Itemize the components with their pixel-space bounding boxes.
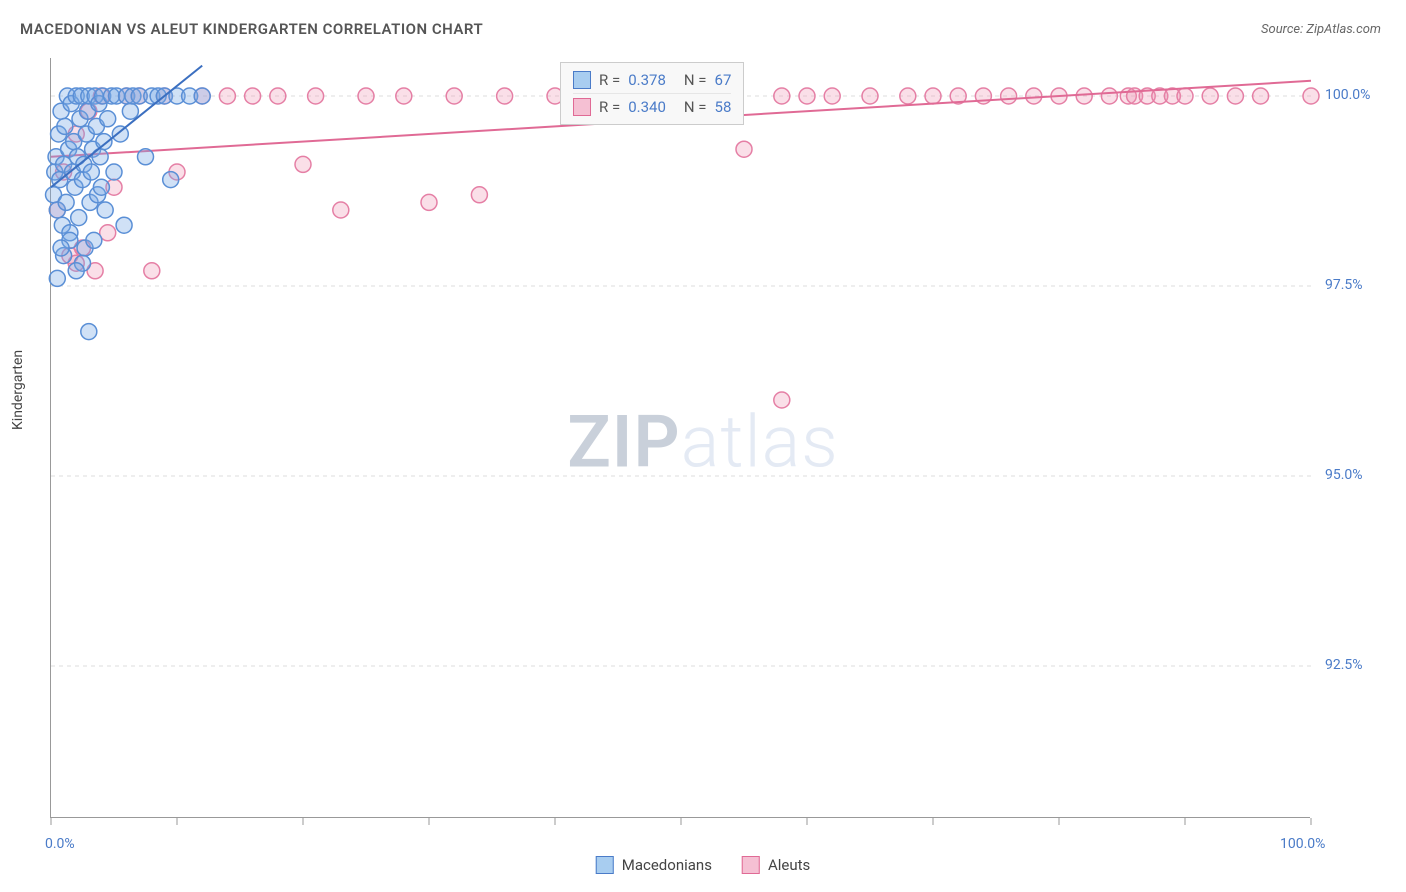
data-point (295, 156, 311, 172)
stat-legend-row: R = 0.340 N = 58 (573, 93, 731, 118)
x-tick-label: 0.0% (45, 836, 75, 852)
y-tick-label: 100.0% (1325, 87, 1370, 103)
data-point (97, 202, 113, 218)
data-point (1202, 88, 1218, 104)
x-tick-label: 100.0% (1280, 836, 1325, 852)
data-point (144, 263, 160, 279)
data-point (138, 149, 154, 165)
data-point (333, 202, 349, 218)
data-point (57, 118, 73, 134)
data-point (219, 88, 235, 104)
stat-legend-row: R = 0.378 N = 67 (573, 69, 731, 91)
data-point (194, 88, 210, 104)
data-point (71, 210, 87, 226)
legend-label: Aleuts (768, 856, 810, 874)
data-point (112, 126, 128, 142)
scatter-svg (51, 58, 1311, 818)
data-point (421, 194, 437, 210)
y-tick-label: 97.5% (1325, 277, 1363, 293)
data-point (53, 240, 69, 256)
data-point (1001, 88, 1017, 104)
data-point (100, 111, 116, 127)
stat-n-value: 58 (715, 98, 732, 116)
data-point (96, 134, 112, 150)
data-point (81, 324, 97, 340)
data-point (1253, 88, 1269, 104)
stat-legend: R = 0.378 N = 67 R = 0.340 N = 58 (560, 62, 744, 125)
data-point (471, 187, 487, 203)
y-tick-label: 92.5% (1325, 657, 1363, 673)
source-text: Source: ZipAtlas.com (1261, 22, 1381, 37)
data-point (774, 392, 790, 408)
data-point (49, 270, 65, 286)
data-point (497, 88, 513, 104)
plot-area (50, 58, 1310, 818)
legend-swatch (573, 71, 591, 89)
data-point (774, 88, 790, 104)
data-point (824, 88, 840, 104)
data-point (308, 88, 324, 104)
data-point (163, 172, 179, 188)
data-point (358, 88, 374, 104)
data-point (1177, 88, 1193, 104)
data-point (446, 88, 462, 104)
data-point (58, 194, 74, 210)
data-point (799, 88, 815, 104)
data-point (116, 217, 132, 233)
y-tick-label: 95.0% (1325, 467, 1363, 483)
data-point (1227, 88, 1243, 104)
data-point (68, 263, 84, 279)
data-point (396, 88, 412, 104)
legend-swatch (596, 856, 614, 874)
chart-title: MACEDONIAN VS ALEUT KINDERGARTEN CORRELA… (20, 20, 483, 38)
data-point (736, 141, 752, 157)
data-point (1303, 88, 1319, 104)
stat-n-label: N = (684, 98, 707, 116)
data-point (83, 164, 99, 180)
data-point (925, 88, 941, 104)
bottom-legend: Macedonians Aleuts (596, 856, 811, 874)
stat-r-value: 0.378 (628, 71, 666, 89)
data-point (1026, 88, 1042, 104)
legend-label: Macedonians (622, 856, 712, 874)
stat-n-value: 67 (715, 71, 732, 89)
stat-r-label: R = (599, 98, 620, 116)
data-point (1076, 88, 1092, 104)
legend-swatch (573, 98, 591, 116)
legend-item: Aleuts (742, 856, 810, 874)
data-point (245, 88, 261, 104)
stat-r-value: 0.340 (628, 98, 666, 116)
data-point (1101, 88, 1117, 104)
data-point (862, 88, 878, 104)
stat-r-label: R = (599, 71, 620, 89)
data-point (122, 103, 138, 119)
y-axis-label: Kindergarten (10, 350, 26, 430)
data-point (106, 164, 122, 180)
data-point (270, 88, 286, 104)
legend-swatch (742, 856, 760, 874)
data-point (900, 88, 916, 104)
stat-n-label: N = (684, 71, 707, 89)
legend-item: Macedonians (596, 856, 712, 874)
data-point (86, 232, 102, 248)
data-point (93, 179, 109, 195)
